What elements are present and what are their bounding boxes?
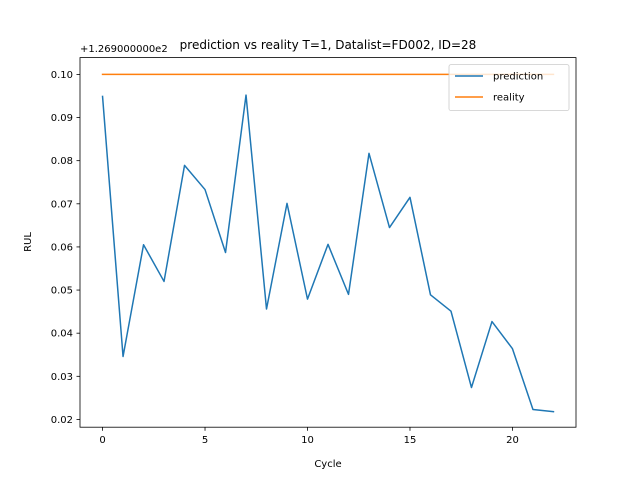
x-tick-label: 20 [506, 435, 519, 446]
x-tick-label: 15 [404, 435, 417, 446]
x-tick-label: 10 [301, 435, 314, 446]
plot-frame [79, 57, 577, 428]
y-tick-label: 0.09 [51, 113, 73, 124]
y-tick-label: 0.08 [51, 156, 73, 167]
y-axis-offset-label: +1.269000000e2 [80, 44, 168, 55]
y-tick-label: 0.10 [51, 70, 73, 81]
y-tick-label: 0.07 [51, 199, 73, 210]
x-tick-label: 0 [99, 435, 105, 446]
y-tick-label: 0.03 [51, 372, 73, 383]
series-line-prediction [101, 94, 555, 413]
y-tick-label: 0.02 [51, 415, 73, 426]
x-axis: 0 5 10 15 20 [99, 427, 519, 446]
y-axis: 0.02 0.03 0.04 0.05 0.06 0.07 0.08 0.09 0.10 [51, 70, 80, 426]
x-axis-label: Cycle [314, 459, 341, 470]
chart-title: prediction vs reality T=1, Datalist=FD00… [180, 38, 477, 52]
plot-area [80, 57, 576, 428]
x-tick-label: 5 [202, 435, 208, 446]
legend-label-reality: reality [493, 93, 525, 104]
y-tick-label: 0.05 [51, 286, 73, 297]
legend: prediction reality [448, 64, 570, 111]
y-tick-label: 0.06 [51, 242, 73, 253]
y-axis-label: RUL [23, 232, 34, 252]
legend-label-prediction: prediction [493, 72, 543, 83]
y-tick-label: 0.04 [51, 329, 73, 340]
